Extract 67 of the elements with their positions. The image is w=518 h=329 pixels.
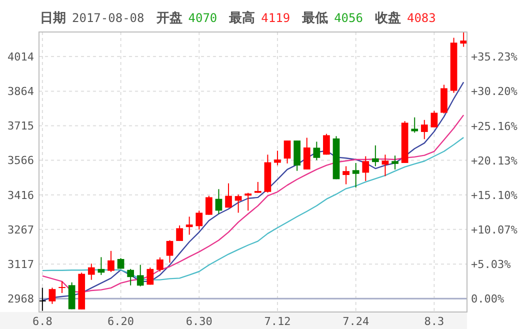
candlestick	[196, 210, 203, 230]
candlestick	[146, 267, 154, 286]
y-tick-label: 4014	[8, 50, 34, 64]
candlestick	[58, 280, 66, 294]
candlestick	[88, 263, 95, 280]
candlestick	[362, 156, 370, 182]
candlestick	[48, 287, 56, 304]
candlestick	[460, 32, 467, 48]
candlestick	[342, 166, 350, 185]
text: 2017-08-08	[72, 11, 144, 25]
text: 4119	[261, 11, 290, 25]
y2-tick-label: +35.23%	[471, 50, 518, 64]
candlestick	[244, 192, 252, 212]
text: 4083	[406, 11, 436, 25]
x-tick-label: 7.24	[342, 315, 370, 328]
y-tick-label: 3715	[8, 120, 34, 133]
y-tick-label: 3416	[8, 188, 34, 202]
candlestick	[136, 264, 144, 287]
candlestick	[323, 133, 330, 156]
candlestick	[392, 155, 398, 170]
candlestick	[176, 224, 183, 242]
candlestick	[254, 181, 262, 194]
x-tick-label: 7.12	[264, 315, 291, 328]
y-tick-label: 3864	[8, 85, 34, 98]
candlestick	[430, 110, 438, 128]
y2-tick-label: +30.20%	[471, 85, 518, 98]
x-tick-label: 6.30	[186, 315, 212, 328]
candlestick	[274, 150, 281, 166]
candlestick	[206, 195, 212, 216]
candlestick	[215, 188, 222, 214]
text: 日期	[40, 11, 66, 26]
y-tick-label: 3566	[8, 154, 34, 168]
y2-tick-label: +10.07%	[471, 223, 518, 236]
candlestick	[186, 216, 193, 236]
text: 4056	[334, 11, 363, 25]
candlestick	[303, 137, 310, 170]
y-tick-label: 2968	[8, 292, 34, 306]
candlestick	[156, 256, 164, 272]
x-tick-label: 6.20	[108, 315, 134, 328]
y-tick-label: 3267	[8, 223, 34, 236]
candlestick	[284, 140, 291, 164]
candlestick	[127, 268, 134, 286]
candlestick	[372, 144, 379, 167]
x-tick-label: 8.3	[424, 315, 444, 328]
text: 收盘	[374, 11, 401, 26]
x-tick-label: 6.8	[32, 315, 52, 328]
y2-tick-label: +15.10%	[471, 188, 518, 202]
candlestick	[420, 119, 428, 140]
y2-tick-label: 0.00%	[471, 292, 504, 306]
text: 开盘	[155, 11, 182, 26]
y2-tick-label: +5.03%	[471, 258, 512, 272]
candlestick	[39, 287, 46, 312]
candlestick	[108, 250, 114, 272]
candlestick	[225, 182, 232, 208]
text: 最低	[301, 11, 328, 26]
candlestick	[234, 194, 242, 214]
text: 4070	[188, 11, 218, 25]
candlestick	[352, 162, 360, 188]
line-series	[42, 114, 464, 293]
y-tick-label: 3117	[8, 258, 34, 272]
candlestick	[166, 240, 174, 264]
candlestick	[382, 154, 389, 177]
candlestick	[313, 141, 320, 161]
y2-tick-label: +25.16%	[471, 120, 518, 133]
y2-tick-label: +20.13%	[471, 154, 518, 168]
candlestick	[411, 116, 418, 134]
text: 最高	[228, 10, 256, 26]
